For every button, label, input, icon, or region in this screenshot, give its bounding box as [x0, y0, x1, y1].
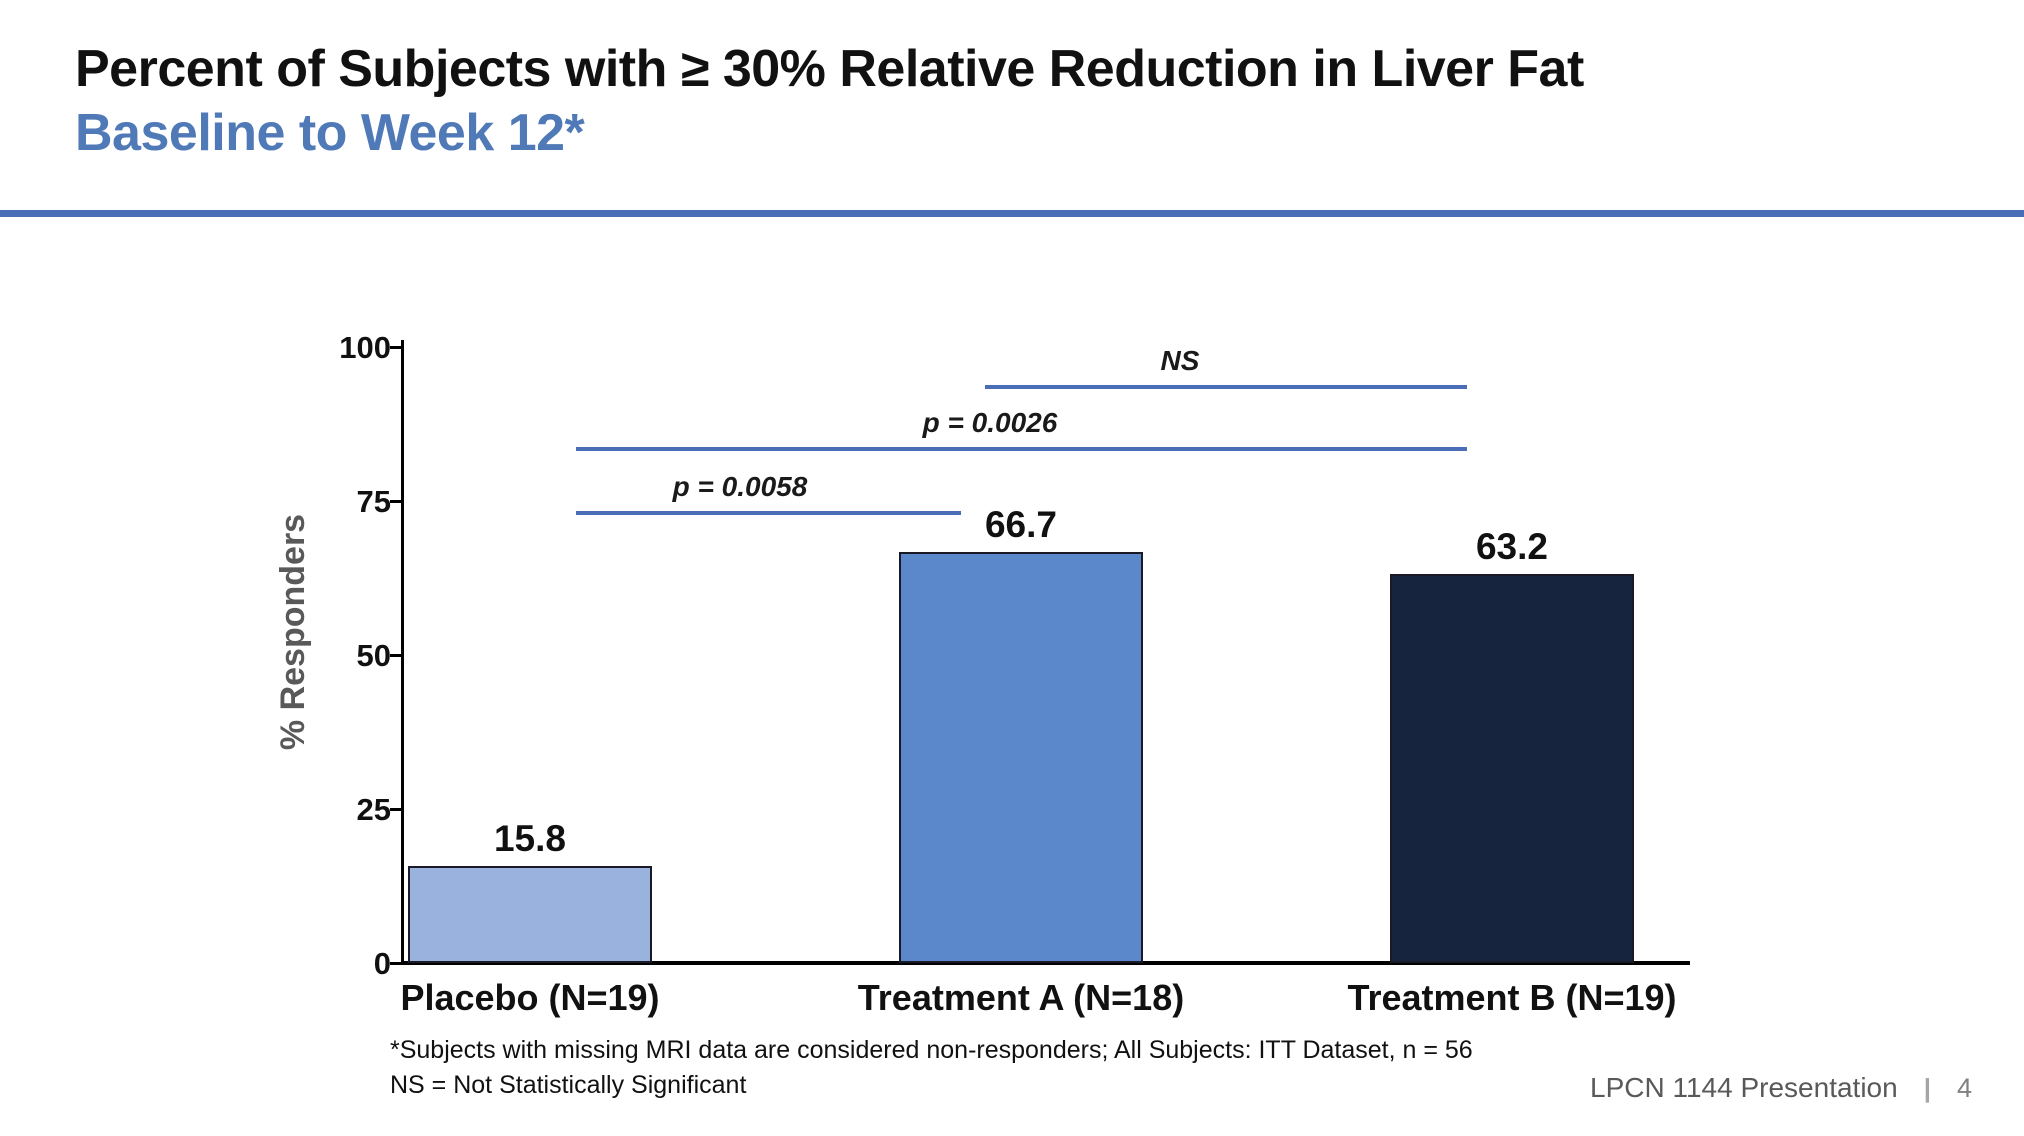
- y-tick-label: 100: [339, 330, 391, 365]
- y-tick-label: 75: [356, 484, 391, 519]
- title-divider-rule: [0, 210, 2024, 217]
- significance-label: NS: [1160, 345, 1200, 377]
- y-tick-mark: [390, 346, 401, 349]
- y-tick-label: 0: [373, 946, 391, 981]
- category-label: Treatment B (N=19): [1347, 977, 1677, 1018]
- significance-line: [576, 446, 1467, 451]
- footnote-line-1: *Subjects with missing MRI data are cons…: [390, 1036, 1473, 1064]
- y-tick-mark: [390, 500, 401, 503]
- footer-presentation-name: LPCN 1144 Presentation: [1590, 1072, 1898, 1103]
- footnote-line-2: NS = Not Statistically Significant: [390, 1071, 747, 1099]
- y-tick-label: 50: [356, 638, 391, 673]
- significance-label: p = 0.0058: [672, 470, 808, 502]
- y-tick-mark: [390, 654, 401, 657]
- category-label: Placebo (N=19): [400, 977, 660, 1018]
- y-tick-label: 25: [356, 792, 391, 827]
- category-label: Treatment A (N=18): [857, 977, 1185, 1018]
- y-tick-mark: [390, 808, 401, 811]
- y-axis-title: % Responders: [274, 513, 312, 751]
- y-axis: [401, 340, 404, 963]
- x-axis: [401, 961, 1690, 965]
- bar-3: [1390, 573, 1634, 963]
- footer-page-number: 4: [1956, 1072, 1972, 1103]
- bar-1: [408, 865, 652, 963]
- significance-label: p = 0.0026: [922, 406, 1058, 438]
- bar-value-label: 63.2: [1475, 525, 1548, 567]
- bar-2: [899, 552, 1143, 963]
- significance-line: [576, 510, 961, 515]
- bar-value-label: 15.8: [493, 817, 566, 859]
- bar-value-label: 66.7: [984, 504, 1057, 546]
- significance-line: [985, 385, 1467, 390]
- y-tick-mark: [390, 962, 401, 965]
- slide-footer: LPCN 1144 Presentation | 4: [1590, 1072, 1972, 1104]
- slide-subtitle: Baseline to Week 12*: [75, 104, 585, 162]
- footer-separator: |: [1923, 1072, 1931, 1103]
- footnotes: *Subjects with missing MRI data are cons…: [390, 1033, 1473, 1103]
- slide-title: Percent of Subjects with ≥ 30% Relative …: [75, 40, 1584, 98]
